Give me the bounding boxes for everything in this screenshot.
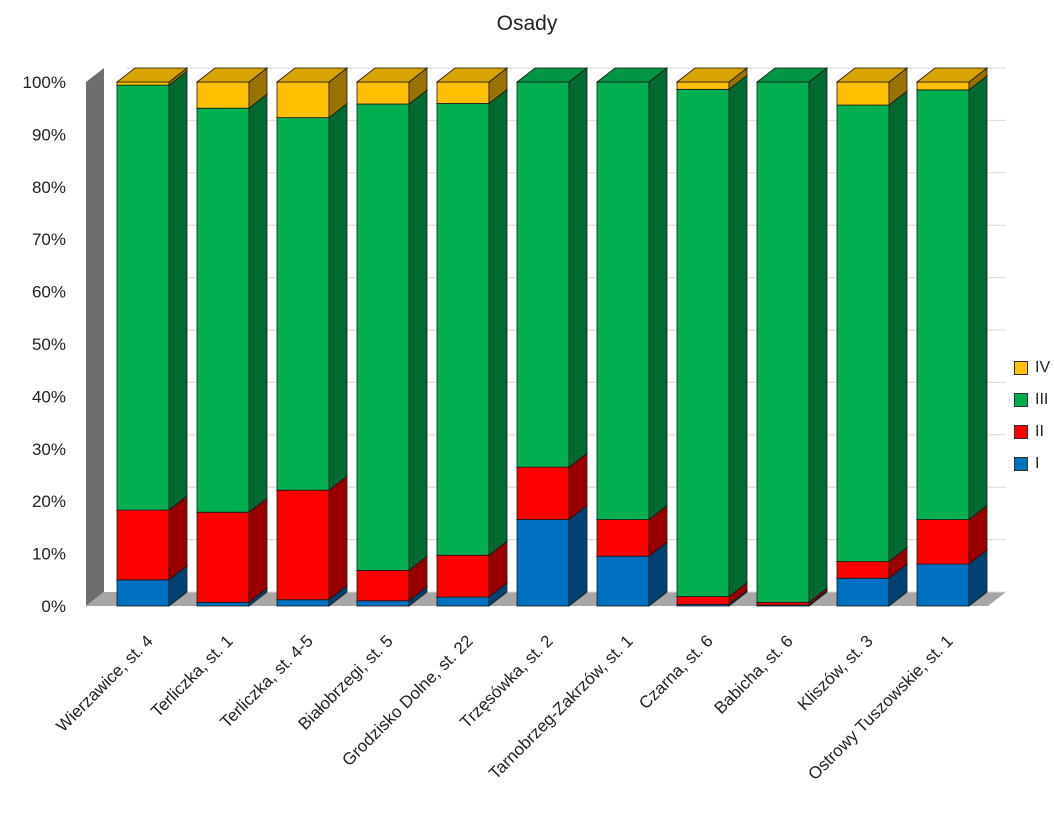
- y-tick-label: 90%: [32, 125, 66, 144]
- legend-label: IV: [1035, 359, 1051, 376]
- bar-segment: [675, 67, 749, 91]
- y-tick-label: 80%: [32, 178, 66, 197]
- legend-item: III: [1014, 384, 1050, 416]
- legend-label: I: [1035, 455, 1040, 472]
- chart-title: Osady: [496, 12, 558, 35]
- y-tick-label: 70%: [32, 230, 66, 249]
- legend-item: IV: [1014, 352, 1050, 384]
- bar-segment: [435, 88, 509, 556]
- legend-label: III: [1035, 391, 1049, 408]
- bar-segment: [515, 67, 589, 468]
- y-tick-label: 100%: [23, 73, 66, 92]
- bar-segment: [595, 67, 669, 521]
- bar-segment: [355, 67, 429, 105]
- bar-segment: [435, 67, 509, 105]
- y-tick-label: 20%: [32, 492, 66, 511]
- legend-swatch: [1014, 457, 1028, 471]
- y-tick-label: 0%: [41, 597, 66, 616]
- legend-item: I: [1014, 448, 1050, 480]
- bar-segment: [195, 93, 269, 514]
- y-tick-label: 10%: [32, 545, 66, 564]
- bar-segment: [275, 67, 349, 119]
- x-tick-label: Grodzisko Dolne, st. 22: [338, 631, 476, 769]
- legend-label: II: [1035, 423, 1044, 440]
- legend: IV III II I: [1014, 352, 1050, 480]
- side-wall: [86, 68, 104, 606]
- x-tick-label: Ostrowy Tuszowskie, st. 1: [804, 631, 956, 783]
- x-tick-label: Terliczka, st. 1: [147, 631, 237, 721]
- x-tick-label: Czarna, st. 6: [635, 631, 717, 713]
- y-tick-label: 30%: [32, 440, 66, 459]
- legend-swatch: [1014, 425, 1028, 439]
- legend-swatch: [1014, 393, 1028, 407]
- bar-segment: [835, 90, 909, 563]
- y-tick-label: 40%: [32, 387, 66, 406]
- bar-segment: [275, 102, 349, 492]
- bar-segment: [835, 67, 909, 106]
- bar-segment: [755, 67, 829, 604]
- legend-item: II: [1014, 416, 1050, 448]
- x-tick-label: Kliszów, st. 3: [794, 631, 877, 714]
- y-tick-label: 60%: [32, 283, 66, 302]
- bar-segment: [915, 67, 989, 91]
- x-tick-label: Babicha, st. 6: [711, 631, 797, 717]
- legend-swatch: [1014, 361, 1028, 375]
- x-tick-label: Wierzawice, st. 4: [53, 631, 157, 735]
- bar-segment: [915, 549, 989, 607]
- bar-segment: [355, 89, 429, 572]
- bar-segment: [195, 497, 269, 604]
- bar-segment: [195, 67, 269, 110]
- bar-segment: [515, 504, 589, 607]
- bar-segment: [275, 475, 349, 601]
- x-tick-label: Tarnobrzeg-Zakrzów, st. 1: [485, 631, 637, 783]
- bar-segment: [915, 75, 989, 521]
- bar-segment: [115, 67, 189, 86]
- bar-segment: [675, 74, 749, 598]
- y-tick-label: 50%: [32, 335, 66, 354]
- bar-segment: [115, 70, 189, 511]
